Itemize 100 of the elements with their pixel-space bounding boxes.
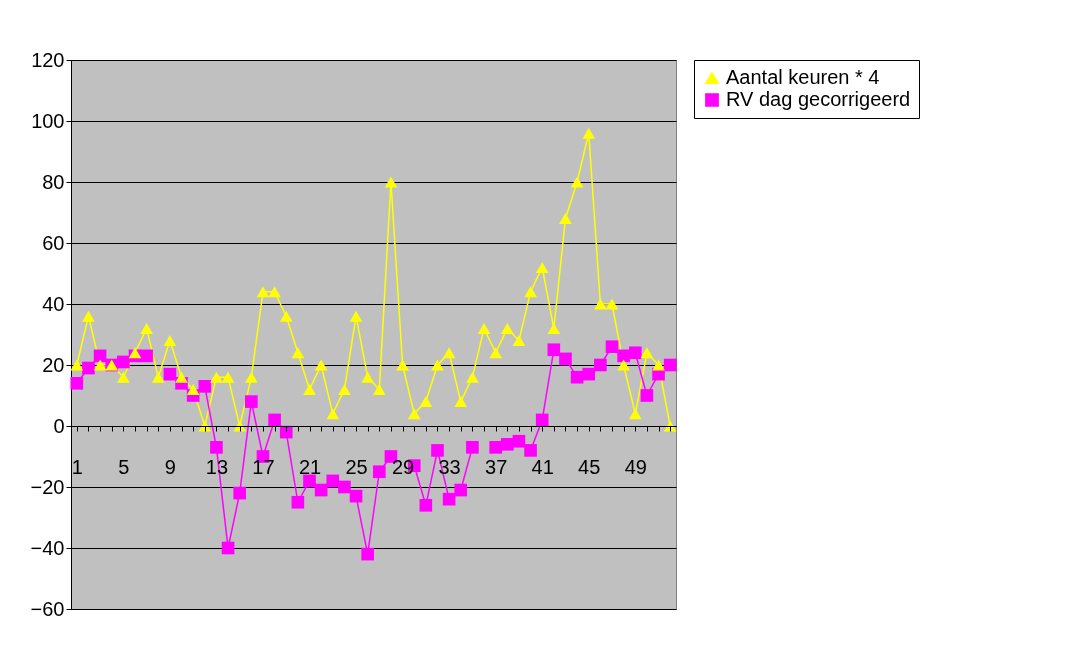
- point: [419, 498, 433, 512]
- point: [407, 408, 421, 420]
- point: [82, 361, 95, 375]
- point: [594, 358, 607, 372]
- point: [512, 434, 526, 448]
- point: [384, 176, 398, 188]
- point: [140, 322, 153, 334]
- y-tick-label: 80: [42, 170, 65, 193]
- point: [640, 347, 654, 359]
- point: [617, 349, 630, 363]
- point: [163, 367, 177, 381]
- y-tick-label: −60: [30, 597, 65, 620]
- point: [117, 355, 130, 369]
- point: [279, 425, 293, 439]
- point: [117, 371, 130, 383]
- point: [338, 383, 351, 395]
- point: [303, 474, 316, 488]
- legend-label: Aantal keuren * 4: [726, 66, 880, 88]
- x-tick-label: 21: [298, 455, 322, 478]
- point: [151, 371, 165, 383]
- point: [628, 346, 642, 360]
- point: [221, 541, 235, 555]
- point: [326, 408, 340, 420]
- point: [477, 322, 491, 334]
- point: [663, 358, 677, 372]
- point: [163, 335, 177, 347]
- point: [559, 213, 572, 225]
- point: [256, 286, 270, 298]
- point: [489, 441, 502, 454]
- point: [338, 480, 351, 494]
- point: [617, 359, 630, 371]
- point: [605, 340, 619, 354]
- point: [221, 371, 235, 383]
- point: [245, 395, 258, 408]
- point: [372, 383, 386, 395]
- point: [396, 359, 409, 371]
- legend-label: RV dag gecorrigeerd: [726, 88, 911, 110]
- point: [431, 359, 444, 371]
- point: [489, 347, 502, 359]
- point: [372, 465, 386, 479]
- y-tick-label: −20: [30, 475, 65, 498]
- x-tick-label: 17: [252, 455, 275, 478]
- point: [431, 444, 444, 457]
- point: [454, 396, 468, 408]
- point: [233, 486, 247, 500]
- x-tick-label: 25: [345, 455, 368, 478]
- y-tick-label: −40: [30, 536, 65, 559]
- point: [605, 298, 619, 310]
- point: [628, 408, 642, 420]
- point: [175, 371, 188, 383]
- point: [361, 371, 375, 383]
- x-tick-label: 49: [624, 455, 647, 478]
- point: [140, 349, 153, 363]
- point: [454, 483, 468, 497]
- point: [128, 347, 142, 359]
- point: [500, 322, 514, 334]
- x-tick-label: 5: [118, 455, 130, 478]
- y-tick-label: 20: [42, 353, 65, 376]
- point: [570, 370, 584, 384]
- x-tick-label: 1: [71, 455, 83, 478]
- point: [640, 389, 654, 402]
- point: [582, 367, 596, 381]
- x-tick-label: 45: [578, 455, 601, 478]
- point: [291, 347, 305, 359]
- x-tick-label: 9: [164, 455, 176, 478]
- point: [291, 495, 305, 509]
- point: [442, 347, 456, 359]
- point: [524, 444, 537, 457]
- y-tick-label: 120: [31, 48, 65, 71]
- y-tick-label: 40: [42, 292, 65, 315]
- point: [535, 413, 549, 427]
- point: [500, 437, 514, 451]
- point: [512, 335, 526, 347]
- point: [652, 359, 665, 371]
- point: [82, 310, 95, 322]
- point: [93, 359, 107, 371]
- point: [466, 371, 479, 383]
- point: [70, 359, 84, 371]
- point: [535, 261, 549, 273]
- y-tick-label: 0: [53, 414, 65, 437]
- point: [349, 310, 363, 322]
- point: [570, 176, 584, 188]
- point: [442, 492, 456, 506]
- point: [326, 474, 340, 488]
- point: [210, 371, 223, 383]
- point: [268, 413, 281, 427]
- point: [245, 371, 258, 383]
- point: [279, 310, 293, 322]
- point: [314, 359, 328, 371]
- point: [303, 383, 316, 395]
- y-tick-label: 100: [31, 109, 65, 132]
- point: [361, 547, 375, 561]
- point: [547, 322, 561, 334]
- point: [198, 380, 212, 393]
- point: [70, 376, 84, 390]
- point: [186, 383, 200, 395]
- point: [594, 298, 607, 310]
- point: [547, 343, 561, 357]
- point: [466, 441, 479, 454]
- point: [559, 352, 572, 366]
